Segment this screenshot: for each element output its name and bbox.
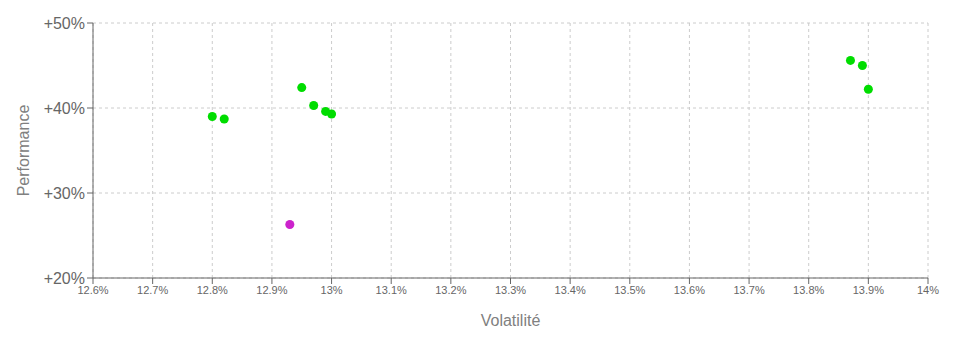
svg-text:13.5%: 13.5% (614, 284, 645, 296)
svg-text:+40%: +40% (44, 100, 85, 117)
svg-text:13.2%: 13.2% (435, 284, 466, 296)
svg-text:13.7%: 13.7% (733, 284, 764, 296)
svg-text:13%: 13% (321, 284, 343, 296)
svg-text:14%: 14% (917, 284, 939, 296)
svg-text:13.9%: 13.9% (853, 284, 884, 296)
svg-text:12.9%: 12.9% (256, 284, 287, 296)
svg-text:13.8%: 13.8% (793, 284, 824, 296)
svg-text:13.3%: 13.3% (495, 284, 526, 296)
svg-text:13.6%: 13.6% (674, 284, 705, 296)
svg-text:Volatilité: Volatilité (481, 312, 541, 329)
svg-text:Performance: Performance (15, 105, 32, 197)
svg-text:+20%: +20% (44, 270, 85, 287)
svg-text:12.8%: 12.8% (197, 284, 228, 296)
svg-text:+50%: +50% (44, 15, 85, 32)
svg-text:+30%: +30% (44, 185, 85, 202)
svg-text:13.4%: 13.4% (555, 284, 586, 296)
svg-text:12.6%: 12.6% (77, 283, 109, 296)
svg-text:13.1%: 13.1% (376, 284, 407, 296)
svg-text:12.7%: 12.7% (137, 284, 168, 296)
